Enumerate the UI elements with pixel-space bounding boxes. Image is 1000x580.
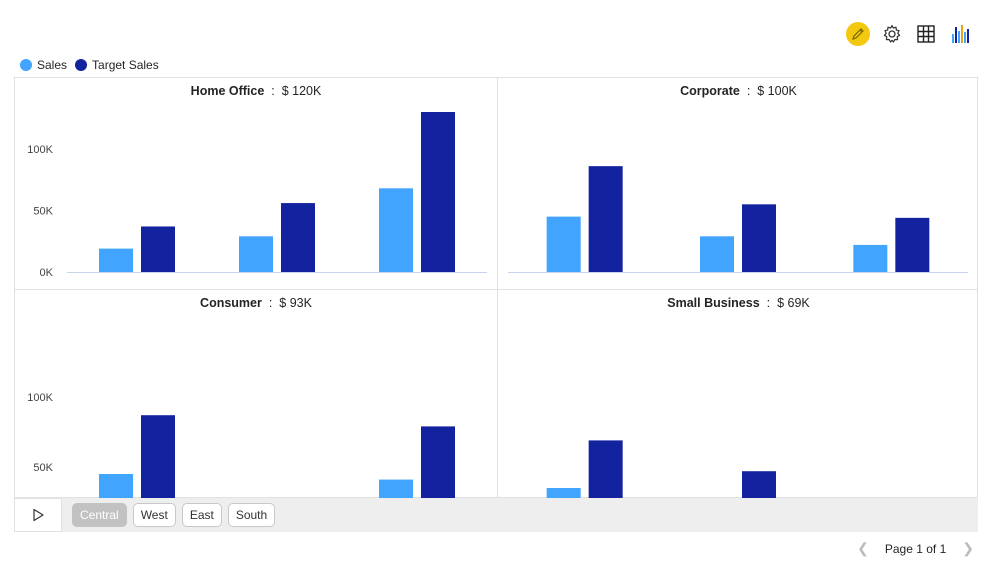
bar-target-sales-technology[interactable] [895,217,930,272]
panel-separator: : [746,84,751,98]
bar-target-sales-office-supplies[interactable] [281,203,315,272]
region-chips: Central West East South [72,503,276,527]
bar-sales-furniture[interactable] [99,248,133,272]
bar-target-sales-furniture[interactable] [141,226,175,272]
bar-target-sales-furniture[interactable] [588,440,623,499]
panel-category: Consumer [200,296,262,310]
play-axis-slicer: Central West East South [14,498,978,532]
panel-title: Consumer : $ 93K [15,296,497,310]
y-tick-label: 50K [33,462,53,474]
pencil-icon[interactable] [846,22,870,46]
bar-sales-furniture[interactable] [546,488,581,499]
bar-target-sales-technology[interactable] [421,112,455,272]
panel-total: $ 120K [281,84,322,98]
chevron-right-icon[interactable]: ❯ [962,540,974,556]
play-icon [33,508,44,522]
legend-label: Sales [37,58,68,72]
bar-sales-furniture[interactable] [546,216,581,272]
region-chip-east[interactable]: East [181,503,222,527]
y-tick-label: 100K [27,144,53,156]
legend-item-target-sales[interactable]: Target Sales [75,58,159,72]
legend-swatch-target-sales [75,59,88,71]
bar-chart-icon[interactable] [948,22,972,46]
bar-sales-office-supplies[interactable] [700,236,734,272]
panel-consumer: Consumer : $ 93K 100K50K0KFurnitureOffic… [15,290,497,499]
legend-swatch-sales [20,59,32,71]
panel-separator: : [766,296,771,310]
bar-chart-home-office: 100K 50K 0K [27,112,487,279]
region-chip-central[interactable]: Central [72,503,127,527]
region-chip-west[interactable]: West [132,503,176,527]
grid-divider-horizontal [15,289,977,290]
panel-separator: : [271,84,275,98]
toolbar [846,22,972,46]
bar-sales-office-supplies[interactable] [239,236,273,272]
y-tick-label: 0K [40,267,54,279]
bar-sales-technology[interactable] [379,479,413,499]
bar-target-sales-furniture[interactable] [588,166,623,272]
panel-home-office: Home Office : $ 120K 100K 50K 0K [15,78,497,289]
chevron-left-icon[interactable]: ❮ [857,540,869,556]
panel-total: $ 69K [777,296,810,310]
panel-total: $ 100K [757,84,797,98]
gear-icon[interactable] [880,22,904,46]
panel-title: Home Office : $ 120K [15,84,497,98]
bar-target-sales-office-supplies[interactable] [742,204,776,272]
small-multiples-grid: Home Office : $ 120K 100K 50K 0K Corporate… [14,77,979,499]
panel-category: Home Office [190,84,265,98]
bar-target-sales-furniture[interactable] [141,415,175,499]
panel-total: $ 93K [279,296,312,310]
bar-chart-small-business: FurnitureOffice SuppliesTechnology [546,440,776,499]
region-chip-south[interactable]: South [227,503,276,527]
bar-sales-technology[interactable] [853,244,888,272]
panel-separator: : [268,296,273,310]
y-tick-label: 100K [27,392,53,404]
panel-small-business: Small Business : $ 69K FurnitureOffice S… [498,290,979,499]
panel-category: Small Business [667,296,760,310]
panel-corporate: Corporate : $ 100K [498,78,979,289]
chart-legend: Sales Target Sales [20,58,167,72]
panel-title: Corporate : $ 100K [498,84,979,98]
panel-title: Small Business : $ 69K [498,296,979,310]
bar-chart-consumer: 100K50K0KFurnitureOffice SuppliesTechnol… [27,392,455,499]
bar-sales-technology[interactable] [379,188,413,272]
bar-target-sales-office-supplies[interactable] [742,471,776,499]
bar-chart-corporate [508,166,968,273]
pager: ❮ Page 1 of 1 ❯ [857,540,974,557]
bar-sales-furniture[interactable] [99,474,133,499]
bar-target-sales-technology[interactable] [421,426,455,499]
legend-label: Target Sales [92,58,159,72]
grid-divider-vertical [497,78,498,497]
table-icon[interactable] [914,22,938,46]
legend-item-sales[interactable]: Sales [20,58,67,72]
play-button[interactable] [14,498,62,532]
y-tick-label: 50K [33,205,53,217]
panel-category: Corporate [680,84,740,98]
page-indicator: Page 1 of 1 [884,541,947,556]
